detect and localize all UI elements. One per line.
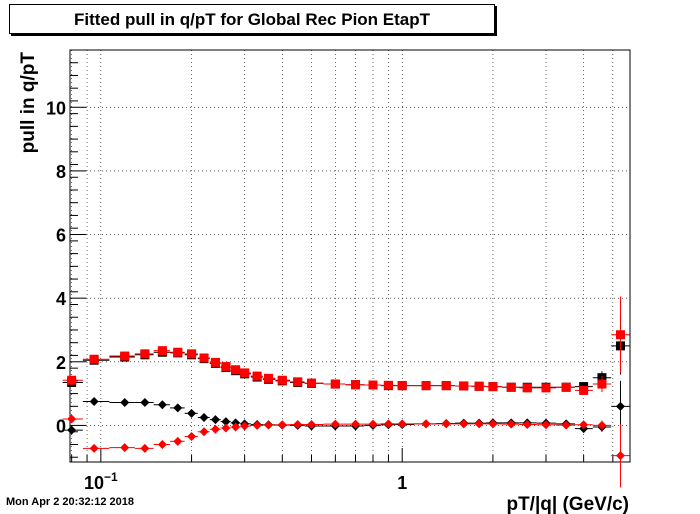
data-point-square (561, 382, 571, 392)
data-point-diamond (120, 443, 130, 453)
x-axis-label: pT/|q| (GeV/c) (506, 494, 629, 514)
data-point-diamond (597, 420, 607, 430)
y-tick-label: 8 (56, 162, 66, 182)
data-point-diamond (441, 419, 451, 429)
data-point-diamond (199, 412, 209, 422)
data-point-diamond (459, 419, 469, 429)
y-tick-label: 10 (46, 98, 66, 118)
data-point-square (383, 380, 393, 390)
data-point-diamond (221, 423, 231, 433)
data-point-diamond (579, 420, 589, 430)
x-tick-label: 1 (397, 473, 407, 493)
y-axis-label: pull in q/pT (18, 52, 39, 154)
data-point-diamond (306, 419, 316, 429)
data-point-diamond (541, 420, 551, 430)
data-point-diamond (397, 419, 407, 429)
data-point-square (263, 373, 273, 383)
data-point-square (541, 383, 551, 393)
data-point-diamond (89, 443, 99, 453)
data-point-square (221, 362, 231, 372)
grid (70, 50, 630, 462)
data-point-diamond (615, 451, 625, 461)
data-point-square (89, 354, 99, 364)
data-point-square (157, 346, 167, 356)
data-point-diamond (231, 422, 241, 432)
data-point-diamond (173, 403, 183, 413)
data-point-diamond (187, 408, 197, 418)
series-1 (62, 296, 630, 395)
data-point-diamond (263, 420, 273, 430)
data-point-diamond (474, 419, 484, 429)
axis-labels: 0 2 4 6 8 10 10−1 1 (46, 98, 407, 493)
data-point-square (173, 347, 183, 357)
data-point-diamond (277, 420, 287, 430)
series-3 (62, 414, 630, 488)
data-point-diamond (421, 419, 431, 429)
data-point-diamond (210, 424, 220, 434)
data-point-square (120, 351, 130, 361)
data-point-square (67, 375, 77, 385)
y-tick-label: 2 (56, 353, 66, 373)
data-point-square (488, 382, 498, 392)
data-point-diamond (67, 414, 77, 424)
data-point-diamond (351, 419, 361, 429)
data-point-diamond (522, 419, 532, 429)
data-point-square (187, 349, 197, 359)
y-tick-label: 0 (56, 416, 66, 436)
data-point-diamond (157, 440, 167, 450)
data-point-square (306, 378, 316, 388)
data-point-square (506, 382, 516, 392)
data-point-diamond (140, 398, 150, 408)
data-point-square (441, 381, 451, 391)
data-point-square (140, 349, 150, 359)
data-point-square (351, 380, 361, 390)
data-point-square (199, 353, 209, 363)
data-point-square (522, 383, 532, 393)
data-point-diamond (252, 420, 262, 430)
data-point-square (210, 357, 220, 367)
data-point-diamond (89, 397, 99, 407)
data-point-square (474, 381, 484, 391)
data-point-square (277, 375, 287, 385)
data-point-square (397, 381, 407, 391)
data-series (62, 296, 630, 488)
data-point-diamond (506, 419, 516, 429)
data-point-diamond (173, 436, 183, 446)
data-point-diamond (140, 443, 150, 453)
data-point-diamond (330, 419, 340, 429)
y-tick-label: 4 (56, 289, 66, 309)
data-point-diamond (157, 400, 167, 410)
timestamp: Mon Apr 2 20:32:12 2018 (6, 496, 134, 508)
data-point-square (240, 368, 250, 378)
chart-title-box: Fitted pull in q/pT for Global Rec Pion … (9, 4, 495, 34)
plot-frame (69, 49, 631, 463)
data-point-diamond (488, 419, 498, 429)
data-point-square (252, 371, 262, 381)
chart-title: Fitted pull in q/pT for Global Rec Pion … (73, 10, 431, 29)
data-point-diamond (210, 415, 220, 425)
data-point-diamond (221, 417, 231, 427)
data-point-square (231, 365, 241, 375)
data-point-square (368, 380, 378, 390)
data-point-square (615, 330, 625, 340)
data-point-diamond (240, 421, 250, 431)
data-point-diamond (199, 427, 209, 437)
data-point-diamond (615, 401, 625, 411)
data-point-square (597, 379, 607, 389)
data-point-square (330, 379, 340, 389)
data-point-square (421, 381, 431, 391)
data-point-diamond (67, 425, 77, 435)
y-tick-label: 6 (56, 226, 66, 246)
data-point-square (293, 377, 303, 387)
data-point-diamond (187, 432, 197, 442)
data-point-square (459, 381, 469, 391)
x-tick-label: 10−1 (84, 470, 118, 493)
data-point-diamond (293, 419, 303, 429)
data-point-diamond (120, 398, 130, 408)
data-point-diamond (383, 419, 393, 429)
data-point-diamond (561, 420, 571, 430)
data-point-square (579, 385, 589, 395)
data-point-diamond (368, 419, 378, 429)
